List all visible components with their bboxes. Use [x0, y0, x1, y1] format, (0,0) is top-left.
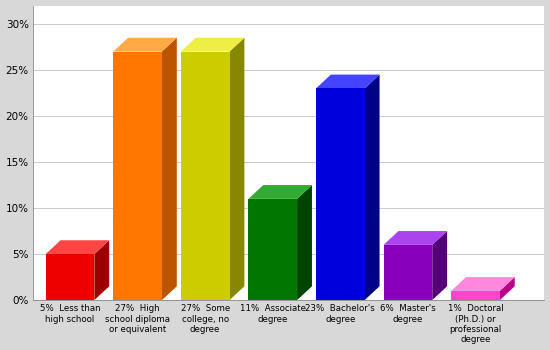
Bar [383, 245, 432, 300]
Bar [316, 89, 365, 300]
Bar [249, 199, 297, 300]
Polygon shape [432, 231, 447, 300]
Polygon shape [500, 277, 515, 300]
Polygon shape [46, 240, 109, 254]
Polygon shape [113, 38, 177, 51]
Polygon shape [297, 185, 312, 300]
Polygon shape [181, 38, 244, 51]
Polygon shape [249, 185, 312, 199]
Polygon shape [451, 277, 515, 291]
Polygon shape [383, 231, 447, 245]
Bar [181, 51, 229, 300]
Polygon shape [229, 38, 244, 300]
Bar [46, 254, 95, 300]
Polygon shape [316, 75, 380, 89]
Bar [113, 51, 162, 300]
Polygon shape [162, 38, 177, 300]
Bar [451, 291, 500, 300]
Polygon shape [95, 240, 109, 300]
Polygon shape [365, 75, 380, 300]
